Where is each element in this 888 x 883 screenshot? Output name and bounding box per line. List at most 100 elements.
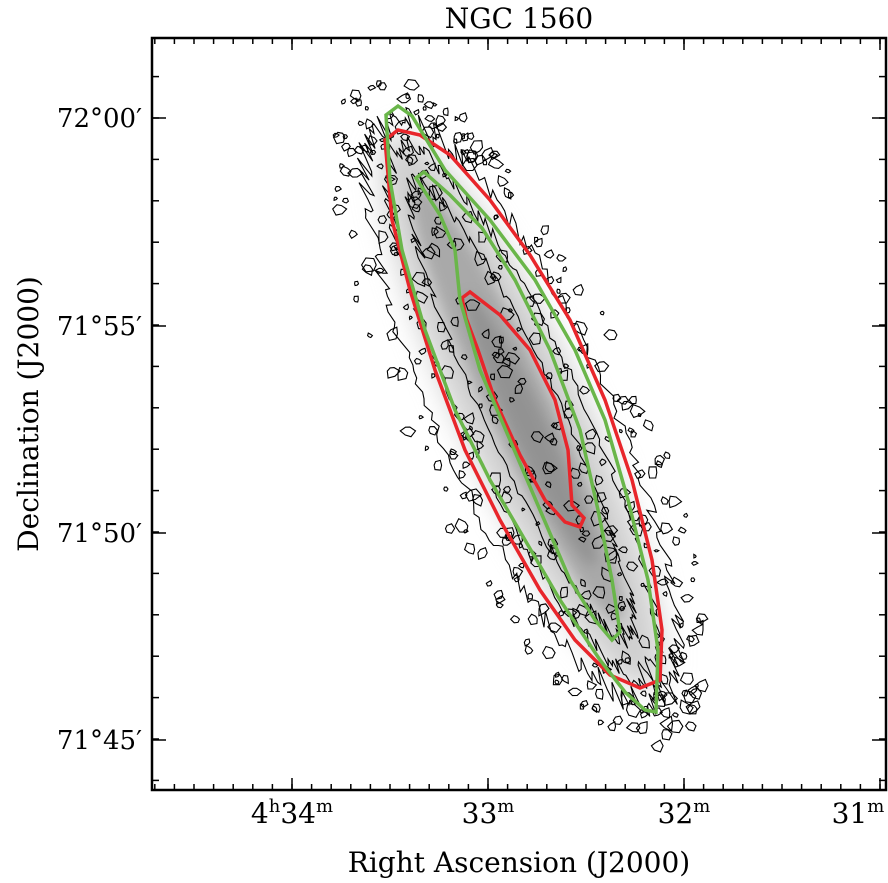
noise-contour [495, 600, 504, 609]
noise-contour [396, 92, 412, 104]
noise-contour [404, 155, 414, 165]
noise-contour [663, 451, 671, 460]
noise-contour [594, 361, 610, 373]
noise-contour [332, 132, 341, 138]
noise-contour [509, 614, 521, 624]
noise-contour [650, 739, 664, 753]
noise-contour [442, 172, 448, 178]
noise-contour [491, 335, 503, 349]
noise-contour [678, 651, 688, 660]
noise-contour [601, 566, 613, 583]
noise-contour [503, 187, 512, 200]
noise-contour [677, 526, 687, 534]
noise-contour [599, 310, 605, 316]
noise-contour [424, 161, 430, 166]
noise-contour [684, 721, 697, 732]
noise-contour [577, 536, 587, 543]
noise-contour [560, 674, 569, 685]
noise-contour [619, 605, 626, 612]
noise-contour [504, 351, 521, 365]
noise-contour [628, 395, 637, 405]
noise-contour [440, 338, 449, 350]
green-contour-inner [413, 169, 622, 643]
noise-contour [386, 326, 399, 342]
noise-contour [504, 168, 512, 174]
noise-contour [668, 495, 683, 509]
noise-contour [650, 694, 666, 707]
noise-contour [411, 203, 421, 213]
noise-contour [378, 230, 389, 245]
noise-contour [621, 650, 631, 665]
noise-contour [544, 481, 552, 489]
noise-contour [624, 500, 636, 513]
noise-contour [498, 348, 505, 356]
noise-contour [464, 299, 481, 311]
noise-contour [679, 699, 694, 715]
noise-contour [660, 673, 669, 685]
noise-contour [668, 644, 681, 654]
noise-contour [637, 413, 642, 418]
noise-contour [364, 105, 370, 111]
noise-contour [413, 357, 422, 365]
sky-image [332, 79, 709, 753]
noise-contour [642, 419, 654, 432]
x-tick-label: 4h34m [251, 796, 333, 830]
noise-contour [449, 450, 459, 460]
x-tick-label-part: h [269, 796, 281, 817]
noise-contour [431, 227, 439, 237]
noise-contour [690, 561, 699, 566]
noise-contour [489, 373, 495, 381]
noise-contour [481, 146, 495, 163]
noise-contour [341, 142, 351, 152]
noise-contour [580, 578, 586, 588]
noise-contour [402, 145, 415, 157]
noise-contour [424, 114, 436, 122]
noise-contour [660, 522, 674, 535]
noise-contour [376, 163, 384, 170]
noise-contour [625, 702, 642, 718]
noise-contour [604, 435, 611, 443]
noise-contour [460, 149, 467, 156]
noise-contour [688, 634, 700, 647]
noise-contour [497, 265, 503, 270]
noise-contour [547, 622, 562, 633]
noise-contour [418, 415, 425, 420]
x-tick-label-part: m [316, 796, 333, 817]
noise-contour [629, 404, 646, 419]
noise-contour [693, 553, 697, 559]
noise-contour [630, 430, 638, 438]
noise-contour [514, 383, 524, 394]
noise-contour [448, 344, 455, 353]
x-tick-label-part: 34 [280, 797, 316, 830]
noise-contour [521, 507, 526, 512]
noise-contour [562, 266, 568, 273]
noise-contour [673, 656, 686, 668]
noise-contour [576, 444, 583, 451]
noise-contour [672, 536, 681, 546]
noise-contour [528, 332, 542, 346]
noise-contour [579, 703, 585, 710]
noise-contour [423, 101, 435, 110]
noise-contour [459, 491, 468, 500]
noise-contour [691, 623, 704, 636]
noise-contour [685, 634, 695, 643]
noise-contour [507, 191, 515, 199]
noise-contour [493, 589, 504, 600]
noise-contour [460, 132, 469, 142]
noise-contour [439, 201, 448, 212]
noise-contour [653, 549, 661, 553]
noise-contour [540, 225, 549, 236]
noise-contour [591, 662, 599, 668]
noise-contour [469, 140, 484, 155]
noise-contour [661, 729, 673, 741]
noise-contour [435, 133, 440, 139]
y-tick-label: 71°45′ [57, 726, 142, 756]
noise-contour [502, 485, 512, 494]
hi-contours [332, 79, 709, 753]
noise-contour [434, 122, 448, 132]
x-tick-label: 33m [462, 796, 515, 830]
noise-contour [461, 210, 474, 224]
noise-contour [619, 428, 623, 434]
noise-contour [690, 577, 696, 583]
noise-contour [501, 537, 513, 546]
